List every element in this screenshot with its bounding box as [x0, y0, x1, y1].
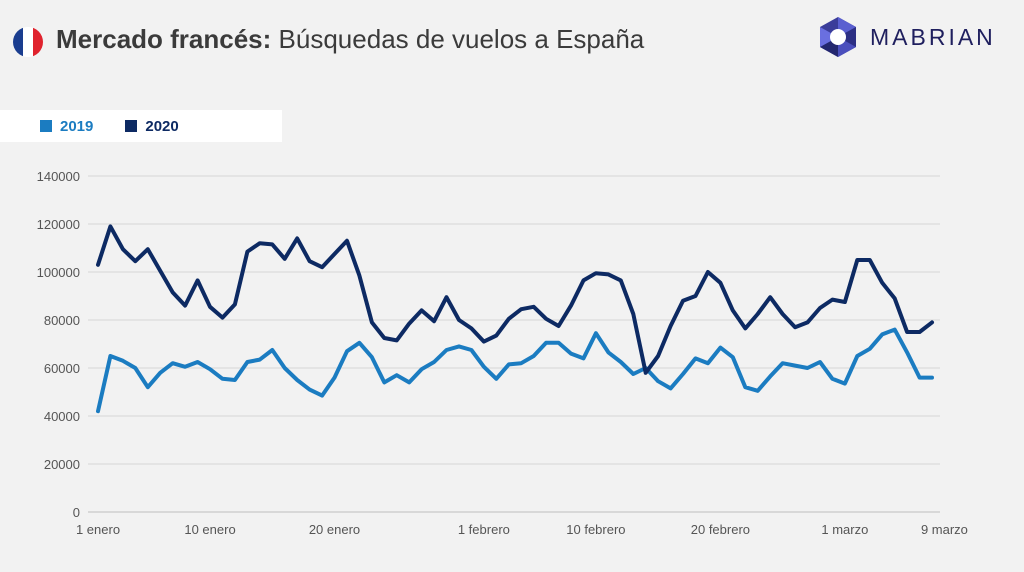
legend-item-2019: 2019	[40, 118, 93, 135]
france-flag-icon	[13, 27, 43, 57]
y-tick-label: 20000	[44, 457, 80, 472]
series-line-2020	[96, 224, 934, 375]
y-tick-label: 120000	[37, 217, 80, 232]
x-tick-label: 9 marzo	[921, 522, 968, 537]
legend-item-2020: 2020	[125, 117, 179, 135]
legend-swatch-2020	[125, 120, 138, 132]
header: Mercado francés: Búsquedas de vuelos a E…	[0, 0, 1024, 80]
legend-label-2019: 2019	[60, 117, 94, 135]
series-line-2019	[96, 327, 934, 414]
legend-label-2020: 2020	[145, 117, 179, 135]
mabrian-logo: MABRIAN	[818, 14, 996, 60]
y-tick-label: 40000	[44, 409, 80, 424]
x-tick-label: 10 febrero	[566, 522, 625, 537]
x-tick-label: 20 febrero	[691, 522, 750, 537]
y-tick-label: 0	[73, 505, 80, 520]
logo-text: MABRIAN	[870, 23, 996, 50]
y-tick-label: 100000	[37, 265, 80, 280]
flag-stripe-red	[33, 27, 43, 57]
y-tick-label: 80000	[44, 313, 80, 328]
line-chart: 020000400006000080000100000120000140000 …	[37, 169, 968, 537]
x-tick-label: 1 marzo	[821, 522, 868, 537]
chart-grid	[88, 175, 940, 513]
y-axis: 0 20000 40000 60000 80000 100000 120000 140000	[37, 169, 80, 520]
y-tick-label: 60000	[44, 361, 80, 376]
chart-legend: 2019 2020	[0, 110, 282, 142]
x-tick-label: 20 enero	[309, 522, 360, 537]
legend-swatch-2019	[40, 120, 52, 132]
title-subtitle: Búsquedas de vuelos a España	[278, 24, 645, 54]
x-axis: 1 enero 10 enero 20 enero 1 febrero 10 febre…	[76, 522, 968, 537]
x-tick-label: 10 enero	[184, 522, 235, 537]
flag-stripe-white	[23, 27, 33, 57]
x-tick-label: 1 enero	[76, 522, 120, 537]
title-bold: Mercado francés:	[56, 24, 272, 54]
x-tick-label: 1 febrero	[458, 522, 510, 537]
y-tick-label: 140000	[37, 169, 80, 184]
chart-series	[96, 224, 934, 414]
page-title: Mercado francés: Búsquedas de vuelos a E…	[56, 24, 644, 55]
mabrian-logo-icon	[820, 17, 856, 57]
flag-stripe-blue	[13, 27, 23, 57]
